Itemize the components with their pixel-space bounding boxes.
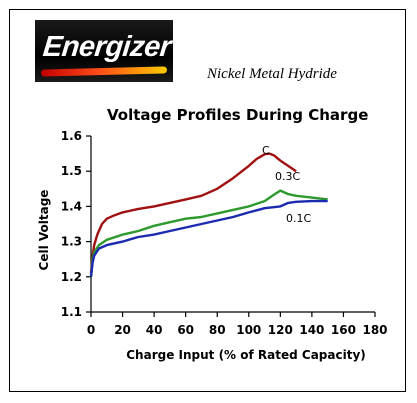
x-tick-label: 20 bbox=[114, 323, 131, 337]
y-tick-label: 1.1 bbox=[61, 305, 82, 319]
chart-subtitle: Nickel Metal Hydride bbox=[207, 66, 337, 82]
energizer-logo: Energizer bbox=[35, 20, 173, 82]
x-axis-title: Charge Input (% of Rated Capacity) bbox=[126, 348, 366, 362]
series-label-0-1c: 0.1C bbox=[286, 212, 311, 225]
x-tick-label: 40 bbox=[146, 323, 163, 337]
y-tick-label: 1.3 bbox=[61, 235, 82, 249]
series-line-0-3c bbox=[89, 189, 328, 277]
y-tick-label: 1.6 bbox=[61, 129, 82, 143]
x-tick-label: 160 bbox=[331, 323, 356, 337]
y-axis-title: Cell Voltage bbox=[37, 190, 51, 271]
x-tick-label: 60 bbox=[177, 323, 194, 337]
series-label-0-3c: 0.3C bbox=[275, 170, 300, 183]
x-tick-label: 100 bbox=[236, 323, 261, 337]
series-line-0-1c bbox=[89, 199, 328, 277]
x-tick-label: 120 bbox=[268, 323, 293, 337]
y-tick-label: 1.5 bbox=[61, 164, 82, 178]
chart-title: Voltage Profiles During Charge bbox=[107, 106, 369, 124]
x-tick-label: 180 bbox=[362, 323, 387, 337]
y-tick-label: 1.2 bbox=[61, 270, 82, 284]
x-tick-label: 0 bbox=[87, 323, 95, 337]
y-tick-label: 1.4 bbox=[61, 199, 82, 213]
x-tick-label: 140 bbox=[299, 323, 324, 337]
series-label-c: C bbox=[262, 144, 270, 157]
x-tick-label: 80 bbox=[209, 323, 226, 337]
series-line-c bbox=[89, 152, 297, 274]
